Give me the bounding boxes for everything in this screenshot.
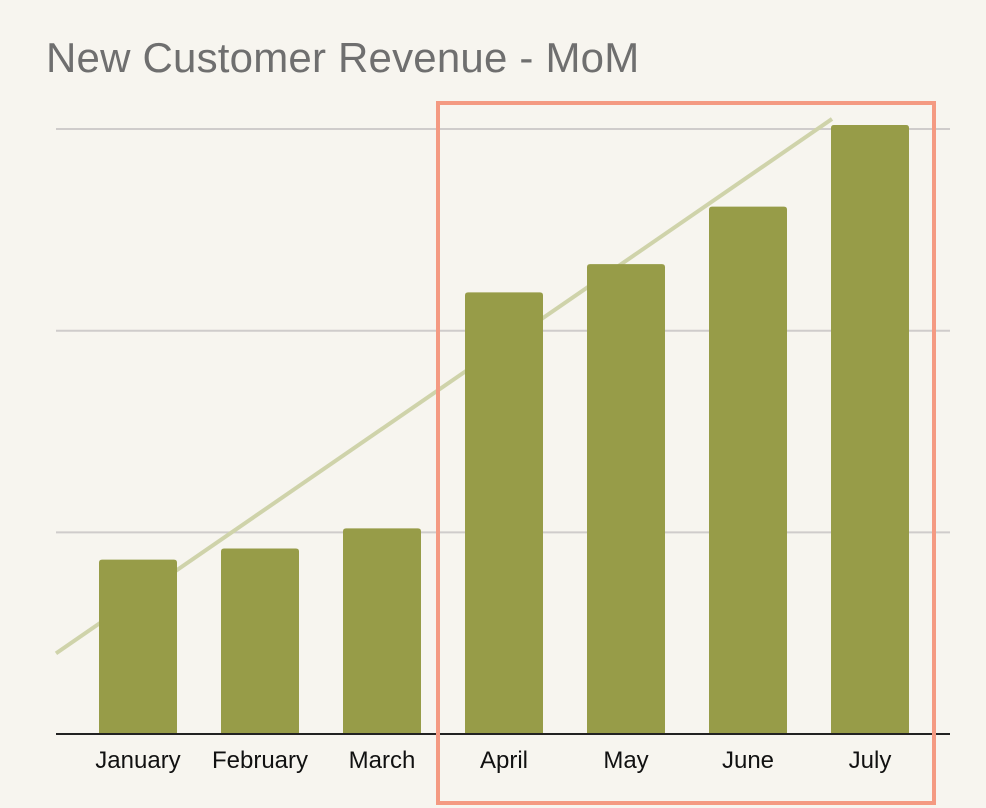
bar-may — [587, 264, 665, 734]
label-layer: January February March April May June July — [95, 747, 891, 774]
chart-title: New Customer Revenue - MoM — [46, 34, 640, 81]
x-tick-label-january: January — [95, 747, 180, 774]
bar-january — [99, 559, 177, 734]
bar-february — [221, 548, 299, 734]
highlight-box — [436, 101, 936, 805]
trend-line — [54, 117, 834, 655]
x-tick-label-april: April — [480, 747, 528, 774]
x-tick-label-june: June — [722, 747, 774, 774]
bar-july — [831, 125, 909, 735]
x-tick-label-july: July — [849, 747, 892, 774]
trend-layer — [54, 117, 834, 655]
highlight-layer — [436, 101, 936, 805]
x-tick-label-march: March — [349, 747, 416, 774]
bar-june — [709, 206, 787, 735]
bar-march — [343, 528, 421, 734]
bar-april — [465, 292, 543, 734]
x-tick-label-may: May — [603, 747, 648, 774]
x-tick-label-february: February — [212, 747, 308, 774]
bar-layer — [99, 125, 909, 735]
